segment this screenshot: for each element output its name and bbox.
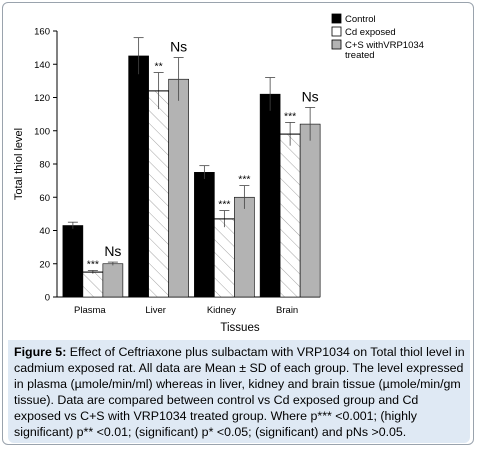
y-tick-label: 20 xyxy=(39,259,50,270)
bar xyxy=(82,271,104,298)
significance-label: ** xyxy=(155,61,163,73)
legend-label: Cd exposed xyxy=(345,27,396,38)
figure-caption: Figure 5: Effect of Ceftriaxone plus sul… xyxy=(14,344,466,440)
bar xyxy=(62,225,84,298)
significance-label: *** xyxy=(238,174,250,186)
x-tick-label: Plasma xyxy=(74,305,106,316)
bars xyxy=(62,55,321,298)
significance-label: *** xyxy=(218,199,230,211)
ns-label: Ns xyxy=(104,243,121,259)
ns-label: Ns xyxy=(170,39,187,55)
significance-label: *** xyxy=(87,258,99,270)
y-tick-label: 0 xyxy=(45,293,50,304)
caption-label: Figure 5: xyxy=(14,345,67,359)
y-tick-label: 60 xyxy=(39,193,50,204)
legend-label: Control xyxy=(345,14,376,25)
error-bars xyxy=(67,37,316,274)
caption-text: Effect of Ceftriaxone plus sulbactam wit… xyxy=(14,345,465,439)
y-tick-label: 120 xyxy=(34,93,50,104)
y-tick-label: 140 xyxy=(34,60,50,71)
legend-label: treated xyxy=(345,50,375,61)
bar xyxy=(148,90,169,298)
y-tick-label: 160 xyxy=(34,27,50,38)
x-tick-label: Brain xyxy=(276,305,298,316)
x-tick-label: Kidney xyxy=(207,305,236,316)
bar xyxy=(279,133,301,298)
bar-chart: 0 20 40 60 80 100 120 140 160 Plasma Liver Kidney Br… xyxy=(13,13,424,334)
legend-swatch xyxy=(331,26,342,37)
bar xyxy=(259,93,281,298)
significance-label: *** xyxy=(284,110,296,122)
legend-label: C+S withVRP1034 xyxy=(345,40,424,51)
bar xyxy=(128,55,149,298)
bar xyxy=(194,172,215,298)
legend-swatch xyxy=(331,13,342,24)
bar xyxy=(234,196,255,298)
bar xyxy=(214,218,235,298)
bar xyxy=(299,123,321,298)
y-axis-label: Total thiol level xyxy=(13,128,25,200)
y-tick-label: 100 xyxy=(34,126,50,137)
x-tick-label: Liver xyxy=(145,305,166,316)
y-tick-label: 80 xyxy=(39,160,50,171)
ns-label: Ns xyxy=(302,88,319,104)
significance-labels: *** Ns ** Ns *** *** *** Ns xyxy=(87,39,319,271)
bar xyxy=(102,263,124,298)
y-tick-label: 40 xyxy=(39,226,50,237)
bar xyxy=(168,78,189,298)
legend-swatch xyxy=(331,39,342,50)
x-axis-label: Tissues xyxy=(220,322,259,334)
caption-background xyxy=(8,340,470,443)
